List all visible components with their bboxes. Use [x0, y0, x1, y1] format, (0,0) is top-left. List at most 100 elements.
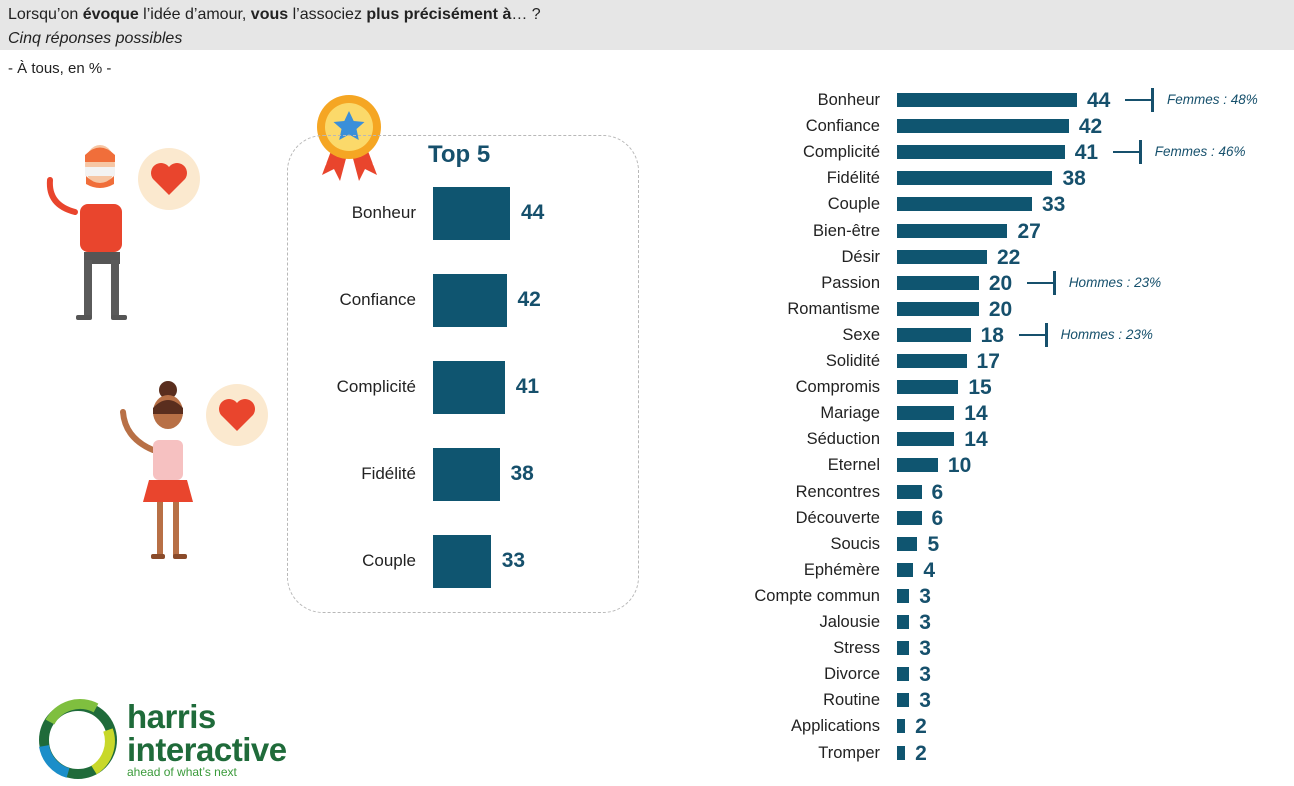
- chart-category-label: Compromis: [795, 378, 880, 397]
- chart-value-label: 33: [1042, 193, 1066, 217]
- chart-bar: [897, 171, 1053, 186]
- chart-bar: [897, 119, 1069, 134]
- chart-category-label: Compte commun: [754, 586, 880, 605]
- chart-bar: [897, 536, 918, 551]
- chart-bar: [897, 432, 955, 447]
- chart-category-label: Divorce: [824, 665, 880, 684]
- chart-bar: [897, 327, 971, 342]
- logo-wordmark-interactive: interactive: [127, 731, 287, 768]
- question-subtitle: Cinq réponses possibles: [8, 30, 183, 47]
- chart-category-label: Mariage: [820, 404, 880, 423]
- base-note: - À tous, en % -: [8, 60, 112, 77]
- chart-value-label: 18: [980, 323, 1004, 347]
- chart-value-label: 15: [968, 376, 992, 400]
- header-band: [0, 0, 1294, 50]
- question-part: vous: [250, 6, 289, 23]
- annotation-tick: [1138, 140, 1142, 165]
- chart-category-label: Désir: [841, 247, 880, 266]
- chart-value-label: 20: [988, 297, 1013, 321]
- top5-label: Couple: [362, 551, 416, 570]
- top5-bar: [433, 187, 510, 240]
- chart-value-label: 41: [1074, 141, 1099, 165]
- chart-value-label: 14: [964, 402, 988, 426]
- annotation-tick: [1151, 88, 1154, 112]
- chart-value-label: 27: [1017, 219, 1041, 243]
- chart-value-label: 5: [927, 532, 940, 556]
- chart-value-label: 20: [988, 271, 1013, 295]
- award-medal-icon: [317, 95, 381, 181]
- chart-bar: [897, 641, 910, 656]
- chart-bar: [897, 275, 979, 290]
- chart-bar: [897, 223, 1008, 238]
- chart-value-label: 3: [919, 637, 931, 661]
- chart-bar: [897, 197, 1032, 212]
- annotation-text: Hommes : 23%: [1068, 274, 1162, 290]
- top5-value: 44: [521, 201, 545, 224]
- chart-bar: [897, 562, 914, 577]
- chart-bar: [897, 354, 967, 368]
- annotation-line: [1125, 99, 1153, 101]
- chart-category-label: Sexe: [842, 325, 880, 344]
- chart-value-label: 44: [1087, 89, 1111, 112]
- chart-value-label: 6: [931, 480, 944, 504]
- chart-bar: [897, 667, 910, 682]
- chart-category-label: Routine: [823, 691, 880, 710]
- chart-category-label: Stress: [833, 639, 880, 658]
- question-part: Lorsqu’on: [8, 6, 83, 23]
- chart-value-label: 10: [947, 454, 972, 478]
- chart-category-label: Applications: [791, 717, 880, 736]
- chart-category-label: Couple: [827, 195, 880, 214]
- chart-value-label: 4: [923, 558, 936, 582]
- top5-title: Top 5: [428, 141, 491, 168]
- chart-bar: [897, 406, 955, 421]
- chart-category-label: Jalousie: [819, 613, 880, 631]
- chart-bar: [897, 301, 979, 316]
- top5-panel: [287, 135, 639, 613]
- chart-bar: [897, 745, 906, 760]
- top5-label: Complicité: [336, 377, 416, 396]
- chart-value-label: 2: [915, 741, 927, 765]
- chart-bar: [897, 693, 910, 708]
- chart-value-label: 17: [976, 350, 1000, 373]
- logo-tagline: ahead of what’s next: [127, 765, 237, 779]
- annotation-text: Femmes : 48%: [1167, 92, 1258, 107]
- heart-bubble-icon: [206, 384, 268, 446]
- chart-bar: [897, 380, 959, 395]
- chart-category-label: Soucis: [830, 534, 880, 553]
- annotation-line: [1112, 151, 1141, 154]
- chart-category-label: Fidélité: [826, 169, 880, 188]
- chart-bar: [897, 615, 910, 629]
- chart-category-label: Ephémère: [803, 560, 880, 579]
- chart-bar: [897, 588, 910, 603]
- man-figure: [46, 145, 127, 320]
- logo-wordmark-harris: harris: [127, 698, 216, 735]
- top5-value: 41: [515, 375, 540, 398]
- chart-bar: [897, 719, 906, 734]
- top5-label: Fidélité: [361, 464, 416, 483]
- chart-bar: [897, 93, 1077, 107]
- question-part: l’associez: [288, 6, 367, 23]
- chart-category-label: Rencontres: [795, 482, 880, 501]
- question-title: Lorsqu’on évoque l’idée d’amour, vous l’…: [8, 6, 541, 24]
- chart-bar: [897, 510, 922, 525]
- annotation-line: [1018, 333, 1047, 336]
- chart-value-label: 3: [919, 689, 931, 713]
- annotation-line: [1026, 281, 1055, 284]
- chart-category-label: Romantisme: [787, 299, 880, 318]
- chart-value-label: 14: [964, 428, 988, 452]
- top5-bar: [433, 361, 505, 414]
- question-part: évoque: [82, 6, 139, 23]
- question-part: l’idée d’amour,: [138, 6, 251, 23]
- chart-value-label: 22: [997, 245, 1021, 269]
- chart-bar: [897, 458, 938, 473]
- top5-value: 33: [501, 549, 526, 572]
- annotation-tick: [1052, 270, 1056, 295]
- chart-category-label: Passion: [821, 273, 880, 292]
- question-part: … ?: [511, 6, 541, 23]
- chart-category-label: Complicité: [802, 143, 880, 162]
- chart-value-label: 42: [1078, 115, 1103, 139]
- annotation-text: Femmes : 46%: [1154, 144, 1246, 160]
- top5-bar: [433, 274, 507, 327]
- top5-label: Confiance: [339, 290, 416, 309]
- annotation-text: Hommes : 23%: [1060, 326, 1153, 342]
